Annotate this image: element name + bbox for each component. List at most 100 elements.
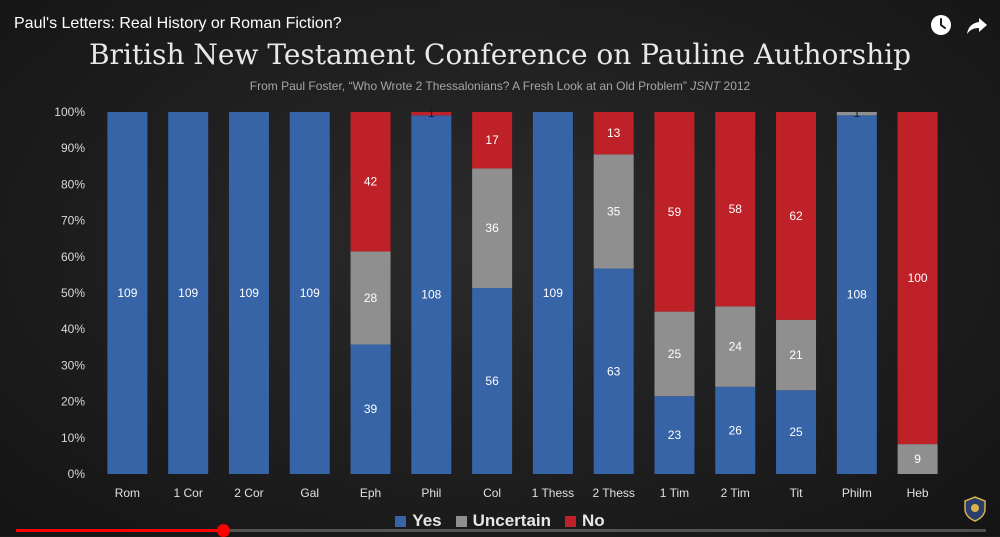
bar-segment-yes	[107, 112, 148, 474]
x-tick-label: 2 Thess	[592, 486, 634, 500]
bar-segment-no	[654, 112, 695, 312]
y-tick-label: 80%	[61, 177, 85, 191]
data-label: 58	[729, 202, 743, 216]
bar-segment-yes	[350, 344, 391, 474]
bar-segment-uncertain	[715, 306, 756, 387]
data-label: 109	[543, 286, 563, 300]
clock-icon[interactable]	[930, 14, 952, 36]
bar-segment-uncertain	[593, 154, 634, 269]
bar-segment-yes	[472, 288, 513, 474]
chart-legend: Yes Uncertain No	[0, 511, 1000, 531]
x-tick-label: 1 Cor	[174, 486, 203, 500]
channel-logo-icon[interactable]	[964, 496, 986, 522]
legend-item-uncertain: Uncertain	[455, 511, 552, 531]
x-tick-label: Rom	[115, 486, 140, 500]
bar-segment-uncertain	[472, 168, 513, 289]
data-label: 26	[729, 423, 743, 437]
subtitle-year: 2012	[723, 79, 751, 93]
bar-segment-yes	[776, 390, 817, 474]
x-tick-label: 2 Cor	[234, 486, 263, 500]
bar-segment-uncertain	[776, 319, 817, 391]
legend-item-no: No	[565, 511, 605, 531]
x-tick-label: Philm	[842, 486, 872, 500]
data-label: 108	[847, 288, 867, 302]
x-tick-label: Eph	[360, 486, 381, 500]
bar-segment-yes	[532, 112, 573, 474]
data-label: 24	[729, 340, 743, 354]
bar-segment-yes	[836, 115, 877, 474]
data-label: 39	[364, 402, 378, 416]
data-label: 21	[789, 348, 803, 362]
data-label: 42	[364, 175, 378, 189]
x-tick-label: Col	[483, 486, 501, 500]
legend-swatch-uncertain	[455, 515, 467, 527]
data-label: 25	[668, 347, 682, 361]
progress-bar[interactable]	[16, 524, 986, 537]
bar-segment-uncertain	[836, 112, 877, 116]
bar-segment-yes	[411, 115, 452, 474]
bar-segment-yes	[715, 386, 756, 474]
y-tick-label: 30%	[61, 358, 85, 372]
data-label: 56	[485, 374, 499, 388]
y-tick-label: 90%	[61, 141, 85, 155]
bar-segment-no	[776, 112, 817, 320]
y-tick-label: 0%	[68, 467, 86, 481]
x-tick-label: 1 Tim	[660, 486, 689, 500]
data-label: 23	[668, 428, 682, 442]
y-tick-label: 60%	[61, 250, 85, 264]
x-tick-label: 1 Thess	[532, 486, 574, 500]
data-label: 25	[789, 425, 803, 439]
data-label: 62	[789, 209, 803, 223]
share-arrow-icon[interactable]	[966, 14, 988, 36]
y-tick-label: 10%	[61, 431, 85, 445]
data-label: 109	[178, 286, 198, 300]
data-label: 13	[607, 126, 621, 140]
data-label: 100	[908, 271, 928, 285]
y-tick-label: 50%	[61, 286, 85, 300]
data-label: 36	[485, 221, 499, 235]
bar-segment-uncertain	[350, 251, 391, 345]
data-label: 109	[117, 286, 137, 300]
data-label: 35	[607, 204, 621, 218]
x-tick-label: Gal	[300, 486, 319, 500]
chart-subtitle: From Paul Foster, “Who Wrote 2 Thessalon…	[0, 79, 1000, 93]
y-tick-label: 20%	[61, 395, 85, 409]
y-tick-label: 70%	[61, 214, 85, 228]
bar-segment-no	[593, 112, 634, 155]
data-label: 59	[668, 205, 682, 219]
x-tick-label: Heb	[907, 486, 929, 500]
data-label: 109	[300, 286, 320, 300]
bar-segment-no	[350, 112, 391, 252]
data-label: 1	[853, 106, 860, 120]
x-tick-label: 2 Tim	[721, 486, 750, 500]
bar-segment-no	[472, 112, 513, 169]
data-label: 63	[607, 364, 621, 378]
x-tick-label: Phil	[421, 486, 441, 500]
data-label: 109	[239, 286, 259, 300]
bar-segment-yes	[228, 112, 269, 474]
subtitle-text: From Paul Foster, “Who Wrote 2 Thessalon…	[249, 79, 687, 93]
data-label: 108	[421, 288, 441, 302]
bar-segment-yes	[654, 396, 695, 474]
legend-swatch-no	[565, 515, 577, 527]
data-label: 28	[364, 291, 378, 305]
progress-scrubber-handle[interactable]	[216, 524, 230, 537]
legend-label-uncertain: Uncertain	[472, 511, 552, 530]
legend-label-no: No	[582, 511, 605, 530]
bar-segment-uncertain	[897, 444, 938, 474]
bar-segment-no	[411, 112, 452, 116]
bar-segment-no	[897, 112, 938, 445]
legend-swatch-yes	[395, 515, 407, 527]
x-tick-label: Tit	[790, 486, 804, 500]
y-tick-label: 40%	[61, 322, 85, 336]
bar-segment-uncertain	[654, 311, 695, 397]
progress-bar-fill	[16, 529, 223, 532]
bar-segment-yes	[289, 112, 330, 474]
y-tick-label: 100%	[54, 105, 85, 119]
data-label: 17	[485, 133, 499, 147]
legend-label-yes: Yes	[412, 511, 442, 530]
video-title[interactable]: Paul's Letters: Real History or Roman Fi…	[14, 15, 342, 32]
video-top-controls	[930, 14, 988, 36]
bar-segment-yes	[168, 112, 209, 474]
